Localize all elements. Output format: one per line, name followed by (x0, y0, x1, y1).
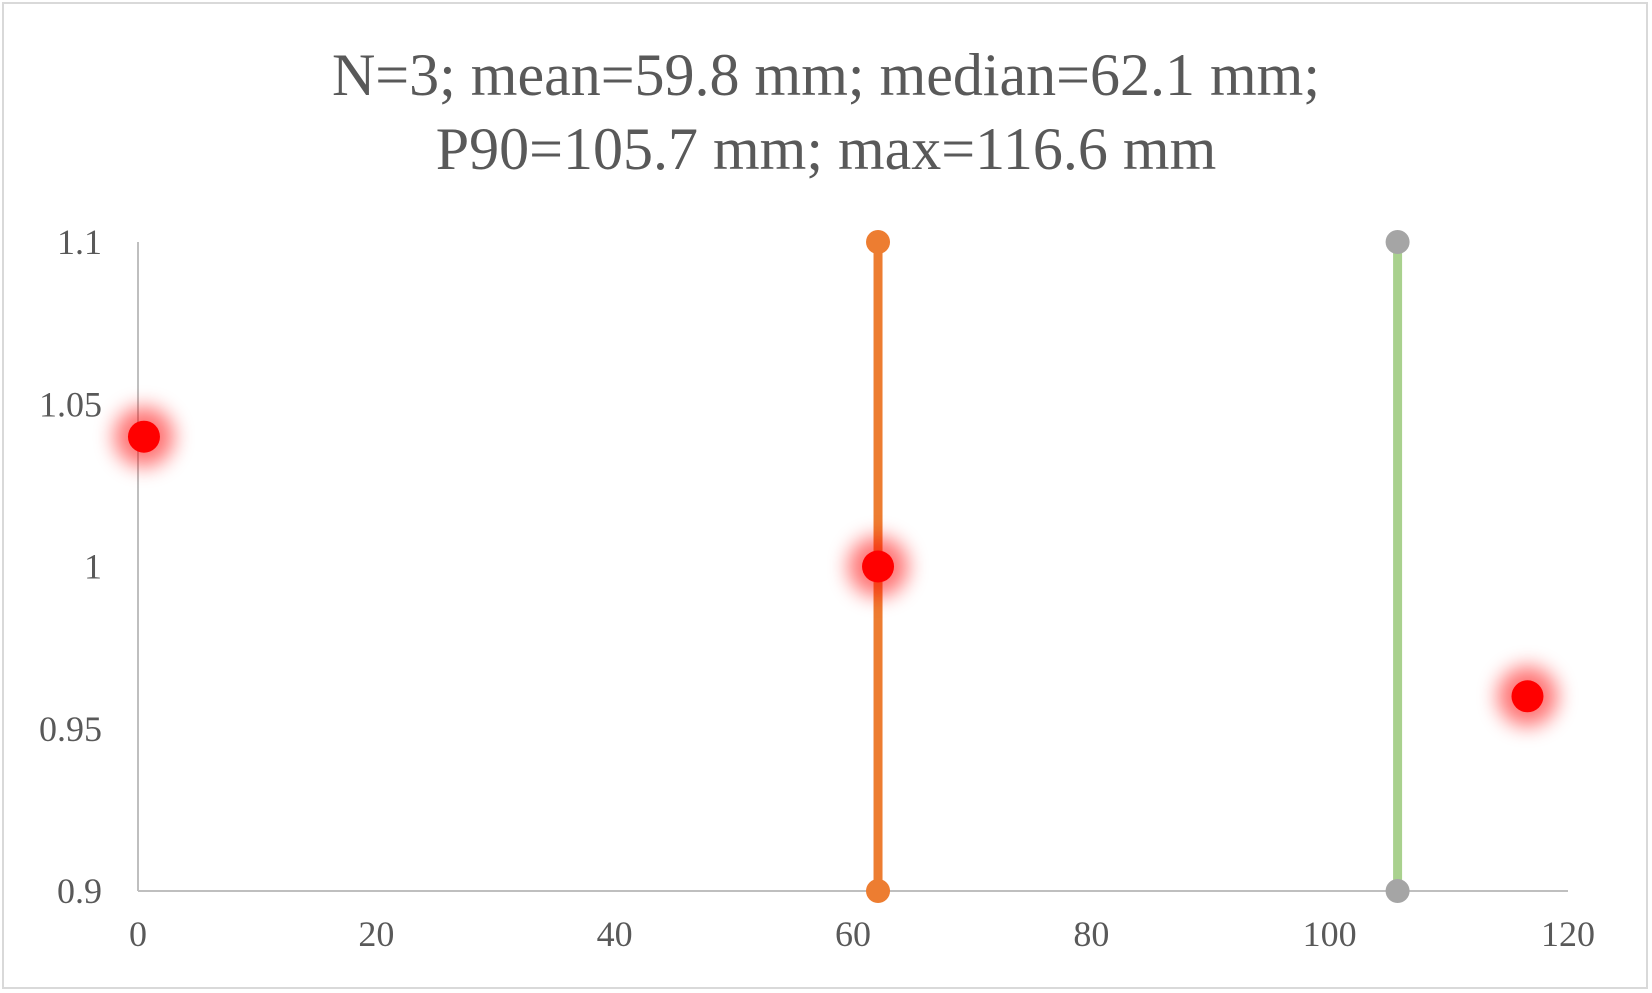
line-end-marker (866, 879, 891, 903)
y-tick-label: 0.9 (57, 871, 102, 911)
x-tick-label: 0 (129, 914, 147, 954)
x-tick-label: 60 (835, 914, 871, 954)
x-tick-label: 20 (358, 914, 394, 954)
line-end-marker (1385, 230, 1410, 254)
y-tick-label: 1.05 (39, 384, 102, 424)
chart-title-line-1: N=3; mean=59.8 mm; median=62.1 mm; (331, 42, 1321, 108)
y-tick-label: 0.95 (39, 709, 102, 749)
series-layer (113, 230, 1558, 903)
chart-title-line-2: P90=105.7 mm; max=116.6 mm (435, 116, 1217, 182)
line-end-marker (866, 230, 891, 254)
line-end-marker (1385, 879, 1410, 903)
data-point (1511, 680, 1544, 713)
y-tick-label: 1.1 (57, 222, 102, 262)
data-point (127, 420, 160, 453)
y-tick-label: 1 (84, 547, 102, 587)
x-tick-label: 120 (1541, 914, 1595, 954)
tick-label-layer: 0 20 40 60 80 100 120 0.9 0.95 1 1.05 1.1 (39, 222, 1595, 954)
axes-layer (137, 242, 1568, 892)
chart-title: N=3; mean=59.8 mm; median=62.1 mm; P90=1… (0, 38, 1652, 186)
x-tick-label: 80 (1073, 914, 1109, 954)
x-tick-label: 40 (597, 914, 633, 954)
data-point (862, 550, 895, 583)
x-tick-label: 100 (1303, 914, 1357, 954)
